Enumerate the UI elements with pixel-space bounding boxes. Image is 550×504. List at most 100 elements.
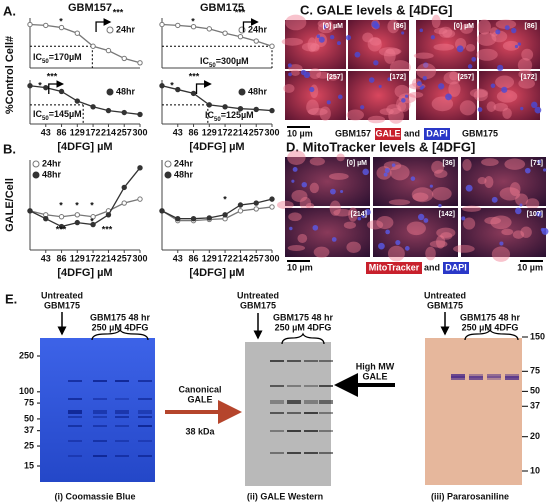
cell (459, 100, 476, 116)
nucleus (515, 207, 522, 215)
cell (434, 169, 448, 178)
cell (329, 200, 341, 216)
data-point (222, 104, 228, 110)
micrograph (461, 157, 546, 206)
significance: * (223, 194, 227, 204)
nucleus (383, 172, 388, 177)
nucleus (326, 100, 331, 105)
x-tick-label: 257 (117, 253, 132, 263)
ic50-label: IC50=145µM (33, 109, 82, 121)
image-label: [214] (351, 211, 367, 218)
cell (333, 208, 352, 217)
band (93, 455, 107, 457)
ic50-label-part: 50 (214, 117, 221, 123)
scale-label: 10 µm (287, 262, 313, 272)
nucleus (340, 189, 344, 194)
cell (449, 71, 459, 81)
ladder-label: 10 (530, 465, 540, 475)
nucleus (384, 168, 390, 173)
legend-label: 48hr (174, 169, 194, 179)
image-label: [71] (531, 160, 543, 167)
brace (464, 328, 519, 341)
nucleus (287, 63, 292, 68)
cell (388, 199, 411, 206)
cell (317, 19, 333, 28)
nucleus (329, 35, 335, 40)
nucleus (404, 94, 409, 98)
cell (413, 52, 434, 59)
band (469, 376, 483, 380)
cell (336, 153, 345, 162)
image-label: [0] µM (347, 160, 368, 167)
nucleus (465, 184, 473, 192)
cell (348, 207, 358, 222)
image-label: [86] (525, 23, 537, 30)
band (138, 380, 152, 382)
x-tick-label: 257 (117, 127, 132, 137)
data-point (90, 214, 96, 220)
cell (309, 182, 319, 194)
nucleus (477, 107, 483, 112)
nucleus (535, 210, 542, 217)
cell (367, 37, 382, 52)
nucleus (330, 188, 336, 195)
lane-label: Untreated (237, 290, 279, 300)
data-point (105, 47, 112, 54)
cell (394, 84, 410, 98)
nucleus (534, 106, 542, 114)
nucleus (421, 85, 425, 89)
nucleus (401, 98, 406, 103)
band (68, 455, 82, 457)
cell (291, 190, 308, 202)
cell (477, 19, 491, 35)
x-axis-label: [4DFG] µM (57, 141, 112, 153)
image-label: [36] (443, 160, 455, 167)
cell (431, 160, 445, 174)
cell (307, 37, 317, 53)
nucleus (309, 86, 315, 93)
lane-label: Untreated (424, 290, 466, 300)
ic50-label-part: =125µM (221, 110, 254, 120)
cell (491, 246, 511, 262)
x-tick-label: 129 (70, 253, 85, 263)
band (287, 412, 301, 414)
legend-marker (164, 160, 172, 168)
micrograph (461, 208, 546, 257)
band (287, 430, 301, 432)
data-point (121, 109, 127, 116)
band (115, 425, 129, 427)
cell (433, 43, 455, 51)
cell (491, 30, 508, 43)
data-point (27, 21, 33, 28)
nucleus (417, 213, 425, 221)
data-point (237, 202, 244, 208)
legend-marker (32, 171, 40, 179)
nucleus (471, 57, 477, 62)
band (451, 376, 465, 380)
significance: * (59, 200, 63, 210)
data-point (58, 88, 65, 95)
band (304, 412, 318, 414)
lane-label: GBM175 48 hr (460, 312, 521, 322)
cell (328, 74, 339, 81)
x-tick-label: 300 (132, 127, 147, 137)
cell (412, 192, 429, 202)
nucleus (318, 36, 325, 43)
cell (518, 69, 532, 79)
band (115, 440, 129, 442)
data-point (121, 200, 127, 206)
cell (310, 43, 320, 52)
data-point (137, 60, 143, 66)
cell (502, 40, 520, 51)
band (115, 398, 129, 400)
x-tick-label: 172 (86, 253, 101, 263)
data-point (90, 43, 96, 49)
band (304, 360, 318, 362)
cell (502, 107, 512, 119)
data-point (175, 86, 181, 93)
cell (387, 245, 405, 262)
data-point (105, 212, 112, 218)
nucleus (410, 176, 416, 181)
nucleus (385, 229, 390, 235)
significance: *** (189, 71, 200, 81)
